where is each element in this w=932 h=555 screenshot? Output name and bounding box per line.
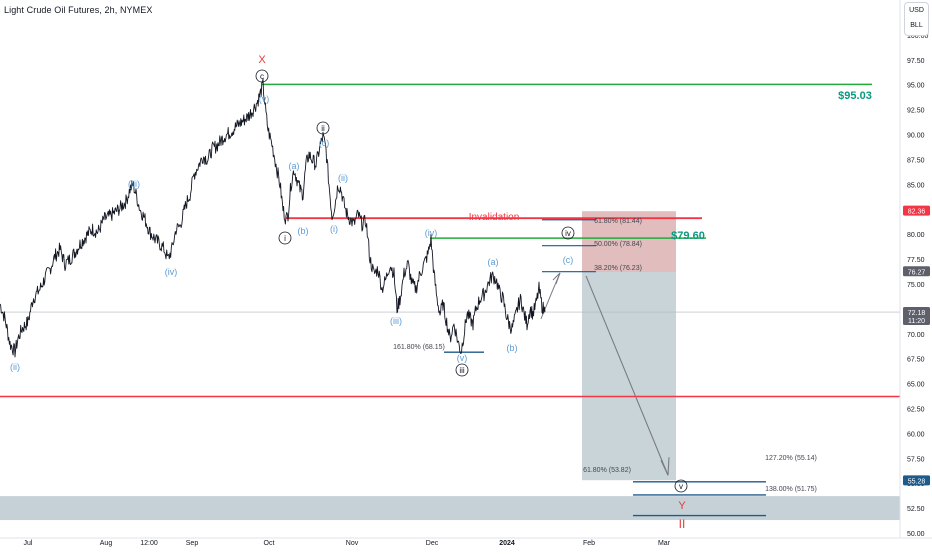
fib-label-33: 138.00% (51.75): [765, 486, 817, 493]
fib-label-27: 161.80% (68.15): [393, 344, 445, 351]
wave-label-16: (v): [457, 353, 468, 363]
y-tick-label: 75.00: [907, 282, 925, 289]
y-tick-label: 50.00: [907, 531, 925, 538]
y-tick-label: 65.00: [907, 382, 925, 389]
price-tag-0: [903, 205, 930, 216]
x-tick-label: Jul: [24, 540, 33, 547]
circled-wave-label-17-circle: [455, 363, 469, 377]
y-tick-label: 67.50: [907, 357, 925, 364]
circled-wave-label-17: iii: [459, 366, 465, 375]
currency-unit-selector[interactable]: USD BLL: [904, 2, 929, 36]
circled-wave-label-19-circle: [561, 226, 575, 240]
x-tick-label: Oct: [264, 540, 275, 547]
wave-label-4: (c): [319, 138, 330, 148]
symbol-title: Light Crude Oil Futures, 2h, NYMEX: [4, 5, 153, 15]
x-tick-label: Feb: [583, 540, 595, 547]
y-tick-label: 57.50: [907, 456, 925, 463]
stop-zone: [582, 211, 676, 272]
x-tick-label: 12:00: [140, 540, 158, 547]
fib-label-31: 61.80% (53.82): [583, 467, 631, 474]
y-tick-label: 100.00: [907, 33, 929, 40]
fib-label-30: 38.20% (76.23): [594, 265, 642, 272]
price-tag-text-2: 72.18: [908, 310, 926, 317]
circled-wave-label-21: v: [679, 482, 683, 491]
price-tag-sub-2: 11:20: [908, 318, 925, 325]
circled-wave-label-9-circle: [278, 231, 292, 245]
projection-arrowhead-down: [660, 457, 670, 476]
projection-arrowhead-up: [552, 272, 561, 285]
x-tick-label: Dec: [426, 540, 439, 547]
currency-label: USD: [909, 7, 924, 14]
wave-label-6: (iii): [128, 179, 140, 189]
circled-wave-label-21-circle: [674, 479, 688, 493]
unit-label: BLL: [910, 22, 923, 29]
x-tick-label: Nov: [346, 540, 359, 547]
price-tag-text-3: 55.28: [908, 478, 926, 485]
circled-wave-label-3-circle: [316, 121, 330, 135]
wave-label-12: (ii): [10, 362, 20, 372]
wave-label-14: (a): [488, 257, 499, 267]
wave-label-11: (i): [330, 224, 338, 234]
circled-wave-label-19: iv: [565, 229, 571, 238]
y-tick-label: 87.50: [907, 157, 925, 164]
x-tick-label: 2024: [499, 540, 515, 547]
level-label-label-24: Invalidation: [469, 212, 520, 223]
y-tick-label: 85.00: [907, 182, 925, 189]
wave-label-7: (ii): [338, 173, 348, 183]
x-tick-label: Mar: [658, 540, 671, 547]
corrective-label-label-22: Y: [678, 500, 686, 512]
wave-label-20: (c): [563, 255, 574, 265]
wave-label-8: (iv): [165, 267, 178, 277]
y-tick-label: 92.50: [907, 108, 925, 115]
x-tick-label: Sep: [186, 540, 199, 547]
y-tick-label: 90.00: [907, 133, 925, 140]
y-tick-label: 70.00: [907, 332, 925, 339]
price-line-series: [0, 78, 546, 358]
support-band: [0, 496, 900, 521]
y-tick-label: 62.50: [907, 406, 925, 413]
circled-wave-label-9: i: [284, 234, 286, 243]
circled-wave-label-3: ii: [321, 124, 325, 133]
wave-label-15: (iii): [390, 316, 402, 326]
y-tick-label: 60.00: [907, 431, 925, 438]
price-tag-text-0: 82.36: [908, 209, 926, 216]
fib-label-28: 61.80% (81.44): [594, 218, 642, 225]
target-zone: [582, 271, 676, 481]
price-tag-text-1: 76.27: [908, 269, 926, 276]
target-label-label-25: $95.03: [838, 90, 872, 102]
x-tick-label: Aug: [100, 540, 113, 547]
circled-wave-label-1-circle: [255, 69, 269, 83]
corrective-label-label-0: X: [258, 54, 266, 66]
wave-label-10: (b): [298, 226, 309, 236]
y-tick-label: 80.00: [907, 232, 925, 239]
corrective-label-label-23: II: [679, 517, 686, 531]
price-tag-1: [903, 266, 930, 277]
y-tick-label: 52.50: [907, 506, 925, 513]
y-tick-label: 95.00: [907, 83, 925, 90]
wave-label-18: (b): [507, 343, 518, 353]
circled-wave-label-1: c: [260, 72, 264, 81]
wave-label-5: (a): [289, 161, 300, 171]
fib-label-29: 50.00% (78.84): [594, 241, 642, 248]
y-tick-label: 77.50: [907, 257, 925, 264]
time-axis-bg: [0, 538, 932, 550]
fib-label-32: 127.20% (55.14): [765, 455, 817, 462]
wave-label-13: (iv): [425, 228, 438, 238]
price-tag-3: [903, 475, 930, 486]
target-label-label-26: $79.60: [671, 230, 705, 242]
projection-arrow-down: [585, 275, 669, 476]
y-tick-label: 97.50: [907, 58, 925, 65]
price-tag-2: [903, 307, 930, 326]
wave-label-2: (v): [259, 94, 270, 104]
